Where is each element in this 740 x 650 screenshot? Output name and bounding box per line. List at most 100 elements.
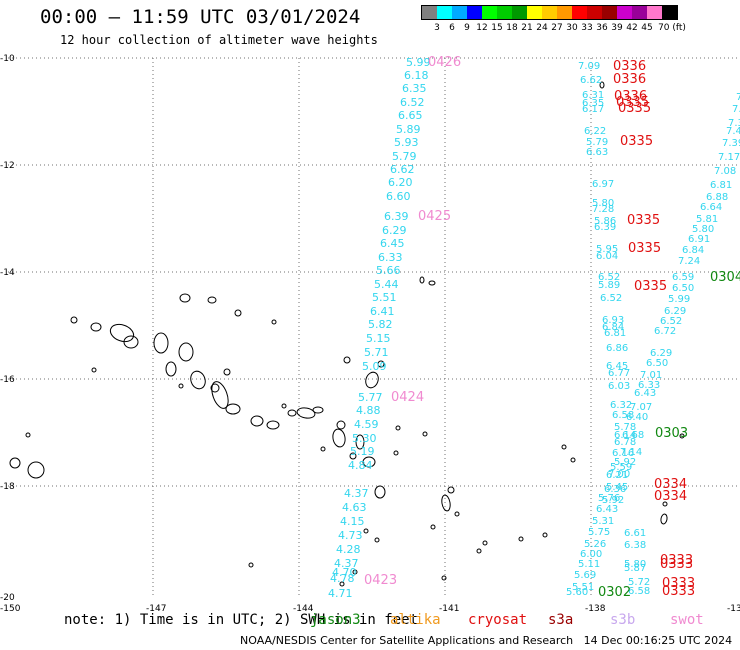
- colorbar-label: 30: [566, 23, 578, 33]
- track3-time-label: 0333: [660, 557, 693, 572]
- track4-swh-value: 7.5: [732, 104, 740, 115]
- swh-colorbar: 3 6 9 12 15 18 21 24 27 30 33 36 39 42 45 70 (ft): [421, 5, 686, 34]
- track2-time-label: 0336: [613, 59, 646, 74]
- island-outline: [225, 403, 241, 415]
- track2-swh-value: 5.89: [598, 280, 620, 291]
- colorbar-label: 33: [581, 23, 593, 33]
- track1-swh-value: 6.39: [384, 210, 409, 223]
- track1-swh-value: 6.45: [380, 237, 405, 250]
- track1-swh-value: 5.77: [358, 391, 383, 404]
- track2-swh-value: 5.75: [588, 527, 610, 538]
- track2-swh-value: 6.97: [592, 179, 614, 190]
- track1-swh-value: 4.84: [348, 459, 373, 472]
- island-outline: [223, 368, 231, 376]
- colorbar-label: 15: [491, 23, 503, 33]
- island-outline: [362, 456, 376, 468]
- island-outline: [153, 332, 169, 354]
- track4-swh-value: 7.39: [722, 138, 740, 149]
- track1-swh-value: 6.20: [388, 176, 413, 189]
- track4-swh-value: 6.29: [650, 348, 672, 359]
- colorbar-labels: 3 6 9 12 15 18 21 24 27 30 33 36 39 42 45 70 (ft): [421, 20, 686, 34]
- track1-swh-value: 4.28: [336, 543, 361, 556]
- track1-swh-value: 5.82: [368, 318, 393, 331]
- track3-time-label: 0333: [662, 576, 695, 591]
- lat-tick-label: -14: [0, 268, 15, 278]
- track1-time-label: 0425: [418, 209, 451, 224]
- chart-subtitle: 12 hour collection of altimeter wave hei…: [60, 33, 378, 47]
- track4-swh-value: 6.59: [672, 272, 694, 283]
- track2-swh-value: 6.31: [582, 90, 604, 101]
- lon-tick-label: -141: [439, 604, 459, 614]
- colorbar-swatch: [602, 6, 617, 19]
- colorbar-swatch: [557, 6, 572, 19]
- track3-swh-value: 5.80: [624, 559, 646, 570]
- track4-swh-value: 6.43: [634, 388, 656, 399]
- track2-time-label: 0335: [634, 279, 667, 294]
- track4-time-label: 0334: [654, 477, 687, 492]
- island-outline: [393, 450, 399, 456]
- track4-swh-value: 7.14: [620, 447, 642, 458]
- colorbar-label: 70 (ft): [658, 23, 686, 33]
- track1-swh-value: 5.93: [394, 136, 419, 149]
- island-outline: [542, 532, 548, 538]
- track2-swh-value: 5.26: [584, 539, 606, 550]
- track3-swh-value: 6.38: [624, 540, 646, 551]
- track4-swh-value: 5.99: [668, 294, 690, 305]
- track4-swh-value: 5.92: [602, 495, 624, 506]
- colorbar-label: 9: [464, 23, 470, 33]
- lat-tick-label: -18: [0, 482, 15, 492]
- track3-swh-value: 5.87: [624, 563, 646, 574]
- track1-swh-value: 4.63: [342, 501, 367, 514]
- altimeter-tracks: 5.996.186.356.526.655.895.935.796.626.20…: [328, 55, 740, 600]
- track2-swh-value: 7.09: [578, 61, 600, 72]
- colorbar-label: 12: [476, 23, 488, 33]
- track4-swh-value: 7.49: [726, 126, 740, 137]
- track1-swh-value: 6.35: [402, 82, 427, 95]
- colorbar-label: 6: [449, 23, 455, 33]
- track1-swh-value: 5.30: [352, 432, 377, 445]
- track2-swh-value: 6.36: [604, 484, 626, 495]
- colorbar-swatch: [662, 6, 677, 19]
- track2-swh-value: 6.16: [612, 448, 634, 459]
- mission-label-altika: altika: [390, 612, 441, 628]
- track1-time-label: 0426: [428, 55, 461, 70]
- mission-label-s3a: s3a: [548, 612, 574, 628]
- track2-swh-value: 5.78: [614, 422, 636, 433]
- island-outline: [178, 342, 194, 362]
- colorbar-swatch: [587, 6, 602, 19]
- track2-swh-value: 6.39: [594, 222, 616, 233]
- island-outline: [365, 371, 379, 389]
- track1-swh-value: 4.78: [330, 572, 355, 585]
- units-note: note: 1) Time is in UTC; 2) SWH is in fe…: [64, 612, 419, 628]
- island-outline: [447, 486, 455, 494]
- track4-time-label: 0303: [655, 426, 688, 441]
- island-outline: [248, 562, 254, 568]
- track2-swh-value: 6.62: [580, 75, 602, 86]
- colorbar-label: 21: [521, 23, 533, 33]
- track2-swh-value: 6.63: [586, 147, 608, 158]
- island-outline: [211, 381, 229, 409]
- track2-time-label: 0335: [627, 213, 660, 228]
- island-outline: [374, 537, 380, 543]
- track2-swh-value: 5.79: [586, 137, 608, 148]
- colorbar-swatch: [467, 6, 482, 19]
- track3-swh-value: 6.58: [628, 586, 650, 597]
- colorbar-swatch: [422, 6, 437, 19]
- track1-swh-value: 6.41: [370, 305, 395, 318]
- island-outline: [210, 383, 220, 393]
- colorbar-swatch: [482, 6, 497, 19]
- track1-swh-value: 6.60: [386, 190, 411, 203]
- track4-swh-value: 7.00: [608, 469, 630, 480]
- track4-swh-value: 5.81: [696, 214, 718, 225]
- track1-swh-value: 6.18: [404, 69, 429, 82]
- island-outline: [332, 428, 346, 448]
- colorbar-swatch: [512, 6, 527, 19]
- island-outline: [179, 293, 191, 303]
- colorbar-swatch: [647, 6, 662, 19]
- track4-swh-value: 6.88: [706, 192, 728, 203]
- track1-swh-value: 5.44: [374, 278, 399, 291]
- lat-tick-label: -10: [0, 54, 15, 64]
- track1-swh-value: 6.33: [378, 251, 403, 264]
